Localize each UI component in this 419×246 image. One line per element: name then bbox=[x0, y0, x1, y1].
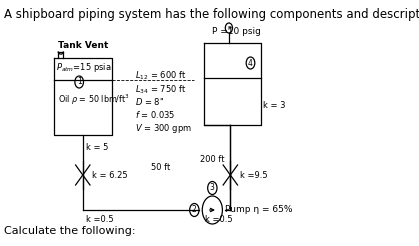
Text: k = 5: k = 5 bbox=[85, 143, 108, 153]
Text: $L_{12}$ = 600 ft: $L_{12}$ = 600 ft bbox=[135, 70, 187, 82]
Text: Tank Vent: Tank Vent bbox=[57, 41, 108, 50]
Text: 50 ft: 50 ft bbox=[151, 164, 171, 172]
Text: k =0.5: k =0.5 bbox=[86, 215, 114, 224]
Text: 200 ft: 200 ft bbox=[200, 155, 225, 165]
Text: 2: 2 bbox=[192, 205, 197, 215]
Text: k =9.5: k =9.5 bbox=[240, 170, 267, 180]
Text: k =0.5: k =0.5 bbox=[205, 215, 233, 224]
Text: $V$ = 300 gpm: $V$ = 300 gpm bbox=[135, 122, 192, 135]
Text: P =10 psig: P =10 psig bbox=[212, 27, 261, 36]
Text: $D$ = 8": $D$ = 8" bbox=[135, 96, 164, 107]
Text: P: P bbox=[227, 26, 231, 31]
Text: 4: 4 bbox=[248, 59, 253, 67]
Text: 1: 1 bbox=[77, 77, 82, 87]
Text: Calculate the following:: Calculate the following: bbox=[4, 226, 135, 236]
Text: Pump η = 65%: Pump η = 65% bbox=[225, 205, 292, 215]
Text: $L_{34}$ = 750 ft: $L_{34}$ = 750 ft bbox=[135, 83, 187, 95]
Text: 3: 3 bbox=[210, 184, 215, 193]
Text: A shipboard piping system has the following components and description:: A shipboard piping system has the follow… bbox=[4, 8, 419, 21]
Text: k = 6.25: k = 6.25 bbox=[92, 170, 128, 180]
Text: $P_{atm}$=15 psia: $P_{atm}$=15 psia bbox=[56, 61, 112, 74]
Text: $f$ = 0.035: $f$ = 0.035 bbox=[135, 109, 176, 120]
Text: Oil $\rho$ = 50 lbm/ft$^3$: Oil $\rho$ = 50 lbm/ft$^3$ bbox=[57, 93, 129, 107]
Text: k = 3: k = 3 bbox=[264, 101, 286, 109]
